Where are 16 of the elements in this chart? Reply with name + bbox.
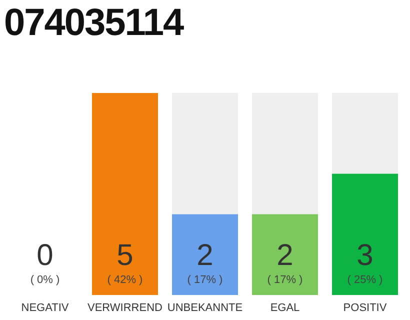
data-label: 0 — [36, 239, 54, 272]
annotation: ( 0% ) — [30, 274, 60, 286]
x-tick-label: NEGATIV — [21, 302, 70, 314]
data-label: 5 — [116, 239, 134, 272]
annotation: ( 17% ) — [267, 274, 303, 286]
annotation: ( 25% ) — [347, 274, 383, 286]
data-label: 2 — [276, 239, 294, 272]
x-tick-label: VERWIRREND — [88, 302, 163, 314]
chart-title: 074035114 — [4, 2, 184, 45]
annotation: ( 42% ) — [107, 274, 143, 286]
annotation: ( 17% ) — [187, 274, 223, 286]
x-tick-label: EGAL — [270, 302, 300, 314]
data-label: 3 — [356, 239, 374, 272]
x-tick-label: POSITIV — [343, 302, 388, 314]
data-label: 2 — [196, 239, 214, 272]
x-tick-label: UNBEKANNTE — [167, 302, 243, 314]
